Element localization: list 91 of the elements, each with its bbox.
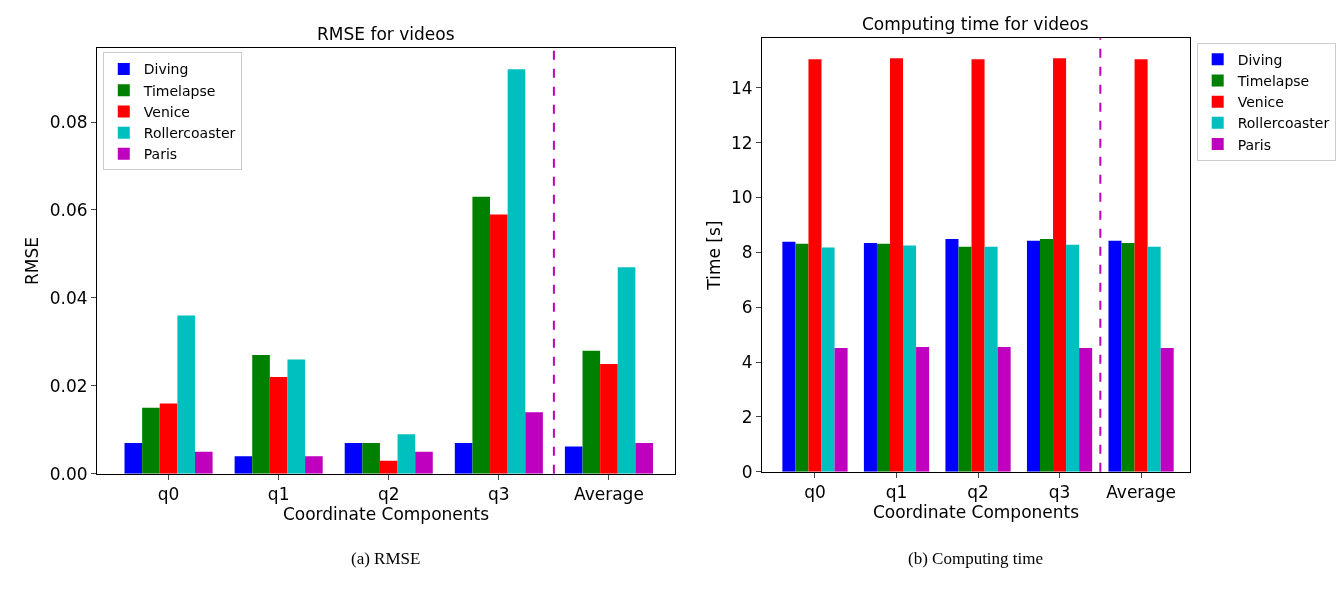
text: (b) Computing time	[908, 549, 1044, 568]
bar	[525, 412, 543, 474]
bar	[834, 348, 848, 472]
bar	[821, 247, 835, 472]
y-tick-label: 14	[730, 77, 753, 98]
bar	[945, 238, 959, 472]
y-tick-label: 0.04	[49, 287, 88, 308]
bar	[159, 403, 178, 474]
legend-label: Rollercoaster	[1237, 115, 1330, 132]
bar	[1160, 348, 1174, 472]
bar	[782, 241, 796, 472]
bar	[1026, 240, 1040, 472]
bar	[177, 315, 195, 474]
bar	[287, 359, 306, 474]
bar	[1079, 348, 1093, 472]
y-tick-label: 12	[730, 132, 753, 153]
bar	[916, 347, 930, 472]
bar	[454, 443, 473, 474]
bar	[142, 407, 160, 474]
x-tick-label: q3	[488, 484, 510, 505]
x-tick-label: Average	[1106, 482, 1176, 503]
bar	[1066, 244, 1080, 472]
bar	[582, 350, 601, 474]
bar	[1121, 243, 1135, 472]
y-tick-label: 8	[741, 242, 753, 263]
legend-label: Diving	[143, 61, 189, 78]
chart-title: Computing time for videos	[862, 14, 1089, 34]
bar	[269, 377, 288, 474]
y-tick-label: 2	[741, 406, 753, 427]
x-axis-title: Coordinate Components	[872, 502, 1080, 523]
y-axis-title: Time [s]	[703, 220, 724, 291]
legend-label: Rollercoaster	[143, 125, 236, 142]
y-tick-label: 0.00	[49, 463, 88, 484]
bar	[863, 243, 877, 472]
y-axis-title: RMSE	[22, 236, 43, 286]
bar	[903, 245, 917, 472]
bar	[889, 58, 904, 472]
bar	[997, 347, 1011, 472]
x-tick-label: q0	[157, 484, 180, 505]
bar	[808, 59, 822, 472]
legend-label: Timelapse	[142, 82, 216, 99]
bar	[194, 451, 213, 474]
x-tick-label: Average	[574, 484, 644, 505]
bar	[1108, 240, 1122, 472]
bar	[379, 460, 398, 474]
x-axis-title: Coordinate Components	[282, 504, 490, 525]
bar	[617, 267, 636, 474]
bar	[305, 456, 323, 474]
bar	[507, 69, 526, 474]
bar	[795, 243, 809, 472]
y-tick-label: 0.08	[49, 112, 88, 132]
bar	[1053, 58, 1067, 472]
bar	[564, 446, 583, 474]
legend-label: Venice	[1237, 94, 1284, 111]
bar	[876, 243, 890, 472]
bar	[1134, 59, 1148, 472]
y-tick-label: 0.02	[49, 375, 88, 396]
legend-label: Diving	[1237, 51, 1283, 68]
y-tick-label: 0	[741, 461, 753, 482]
bar	[234, 456, 253, 474]
bar	[971, 59, 985, 472]
x-tick-label: q2	[377, 484, 400, 505]
legend-label: Timelapse	[1236, 72, 1310, 89]
x-tick-label: q3	[1048, 482, 1071, 503]
bar	[415, 451, 433, 474]
bar	[472, 196, 491, 474]
bar	[984, 246, 998, 472]
y-tick-label: 0.06	[49, 199, 88, 220]
chart-title: RMSE for videos	[317, 24, 455, 44]
x-tick-label: q0	[804, 482, 826, 503]
x-tick-label: q2	[967, 482, 989, 503]
bar	[635, 443, 653, 474]
legend-label: Paris	[143, 146, 178, 163]
bar	[362, 443, 380, 474]
bar	[490, 214, 508, 474]
x-tick-label: q1	[885, 482, 908, 503]
y-tick-label: 10	[730, 187, 753, 208]
legend-label: Paris	[1237, 136, 1272, 153]
bar	[1040, 238, 1054, 472]
legend-label: Venice	[143, 103, 190, 120]
bar	[124, 443, 143, 474]
bar	[397, 434, 416, 474]
x-tick-label: q1	[267, 484, 290, 505]
y-tick-label: 6	[741, 297, 753, 318]
y-tick-label: 4	[741, 352, 753, 373]
bar	[344, 443, 363, 474]
text: (a) RMSE	[351, 549, 421, 568]
bar	[958, 246, 972, 472]
bar	[252, 355, 270, 474]
bar	[1147, 246, 1161, 472]
bar	[600, 363, 618, 474]
